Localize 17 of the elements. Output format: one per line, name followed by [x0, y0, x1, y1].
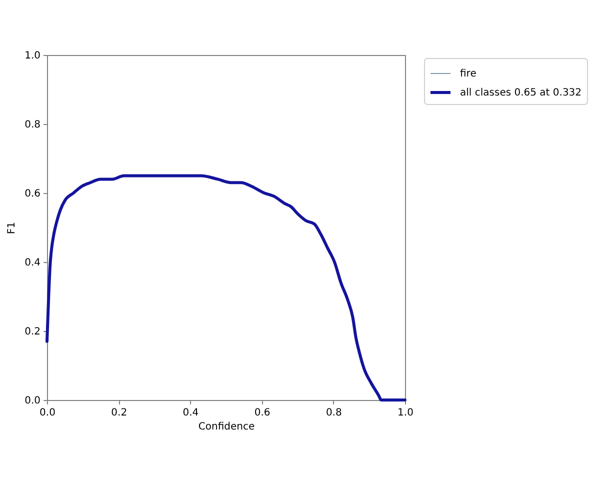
legend-label: all classes 0.65 at 0.332	[460, 88, 582, 98]
y-tick-label: 0.8	[24, 120, 40, 130]
y-tick-label: 0.0	[24, 396, 40, 406]
x-tick-label: 0.2	[111, 408, 128, 418]
legend-label: fire	[460, 68, 476, 80]
y-tick-label: 1.0	[24, 50, 40, 62]
x-axis-title: Confidence	[198, 422, 255, 432]
x-tick-label: 0.4	[182, 408, 199, 418]
x-tick-label: 0.8	[326, 408, 342, 418]
y-tick-label: 0.4	[24, 258, 40, 268]
y-tick-label: 0.2	[24, 326, 40, 338]
line-series	[46, 174, 406, 402]
y-axis-title: F1	[6, 222, 18, 234]
x-tick-label: 1.0	[398, 408, 414, 418]
x-tick-label: 0.0	[40, 408, 56, 418]
x-tick-label: 0.6	[254, 408, 270, 418]
y-tick-label: 0.6	[24, 188, 40, 200]
